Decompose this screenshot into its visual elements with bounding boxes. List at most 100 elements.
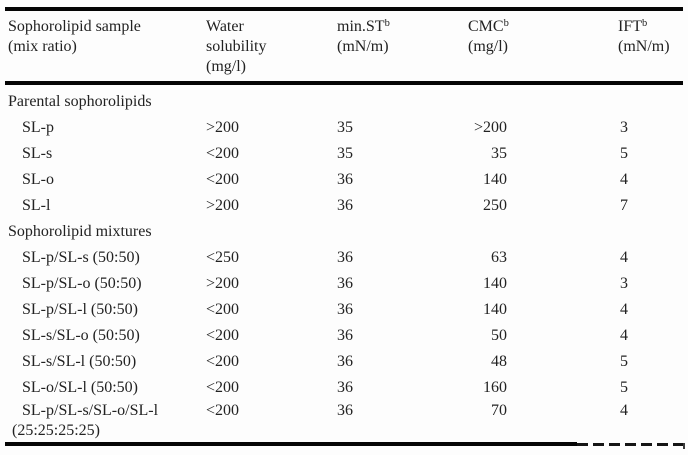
cmc-header-name: CMCb <box>468 17 509 37</box>
table-row: SL-o <200 36 140 4 <box>8 167 680 193</box>
column-header-sample: Sophorolipid sample (mix ratio) <box>8 17 206 77</box>
ift-cell: 5 <box>620 145 628 162</box>
cmc-cell: 160 <box>483 379 507 396</box>
water-solubility-cell: <200 <box>206 327 240 344</box>
cmc-footnote-marker: b <box>503 18 509 29</box>
top-rule <box>5 7 683 11</box>
water-header-line2: solubility <box>206 38 267 55</box>
min-st-cell: 36 <box>337 327 353 344</box>
section-header-mixtures: Sophorolipid mixtures <box>8 223 152 240</box>
water-solubility-cell: <200 <box>206 171 240 188</box>
sample-cell: SL-o/SL-l (50:50) <box>22 379 138 396</box>
water-solubility-cell: <200 <box>206 145 240 162</box>
water-header-line1: Water <box>206 18 244 35</box>
ift-cell: 5 <box>620 353 628 370</box>
ift-header-name: IFTb <box>618 17 680 37</box>
column-header-sample-line2: (mix ratio) <box>8 38 77 55</box>
water-solubility-cell: >200 <box>206 197 240 214</box>
column-header-water-solubility: Water solubility (mg/l) <box>206 17 337 77</box>
min-st-header-unit: (mN/m) <box>337 38 389 55</box>
ift-label: IFT <box>618 18 642 35</box>
table-row: SL-p/SL-l (50:50) <200 36 140 4 <box>8 297 680 323</box>
min-st-cell: 36 <box>337 171 353 188</box>
water-solubility-cell: <200 <box>206 379 240 396</box>
min-st-cell: 36 <box>337 379 353 396</box>
cmc-cell: 63 <box>491 249 507 266</box>
table-row: SL-l >200 36 250 7 <box>8 193 680 219</box>
bottom-rule <box>0 442 688 449</box>
section-header-parental: Parental sophorolipids <box>8 93 152 110</box>
cmc-cell: 140 <box>483 275 507 292</box>
table-row: SL-s/SL-o (50:50) <200 36 50 4 <box>8 323 680 349</box>
sample-cell: SL-s/SL-o (50:50) <box>22 327 140 344</box>
ift-header-unit: (mN/m) <box>618 38 670 55</box>
sample-cell: SL-o <box>22 171 54 188</box>
column-header-cmc: CMCb (mg/l) <box>455 17 509 77</box>
min-st-cell: 36 <box>337 353 353 370</box>
cmc-cell: 140 <box>483 171 507 188</box>
water-solubility-cell: <200 <box>206 402 240 419</box>
cmc-cell: 50 <box>491 327 507 344</box>
min-st-cell: 35 <box>337 119 353 136</box>
water-solubility-cell: <250 <box>206 249 240 266</box>
sample-cell: SL-s <box>22 145 53 162</box>
table-row: SL-p/SL-s/SL-o/SL-l (25:25:25:25) <200 3… <box>8 401 680 441</box>
min-st-cell: 36 <box>337 402 353 419</box>
cmc-cell: 70 <box>491 402 507 419</box>
sample-cell: SL-s/SL-l (50:50) <box>22 353 137 370</box>
ift-cell: 7 <box>620 197 628 214</box>
water-solubility-cell: <200 <box>206 353 240 370</box>
sample-cell: SL-p/SL-s/SL-o/SL-l (25:25:25:25) <box>8 401 206 441</box>
ift-footnote-marker: b <box>642 18 648 29</box>
sample-cell: SL-p <box>22 119 54 136</box>
min-st-cell: 36 <box>337 249 353 266</box>
cmc-cell: 48 <box>491 353 507 370</box>
sample-cell: SL-p/SL-l (50:50) <box>22 301 138 318</box>
table-row: SL-s/SL-l (50:50) <200 36 48 5 <box>8 349 680 375</box>
ift-cell: 3 <box>620 119 628 136</box>
cmc-label: CMC <box>468 18 504 35</box>
ift-cell: 4 <box>620 327 628 344</box>
table-header-row: Sophorolipid sample (mix ratio) Water so… <box>0 11 688 81</box>
column-header-sample-line1: Sophorolipid sample <box>8 18 141 35</box>
ift-cell: 4 <box>620 301 628 318</box>
ift-cell: 4 <box>620 171 628 188</box>
min-st-cell: 35 <box>337 145 353 162</box>
header-divider-rule <box>5 81 683 85</box>
water-solubility-cell: >200 <box>206 275 240 292</box>
table-row: SL-s <200 35 35 5 <box>8 141 680 167</box>
min-st-cell: 36 <box>337 197 353 214</box>
cmc-cell: 140 <box>483 301 507 318</box>
ift-cell: 3 <box>620 275 628 292</box>
bottom-rule-solid <box>5 442 577 446</box>
column-header-min-st: min.STb (mN/m) <box>337 17 455 77</box>
ift-cell: 4 <box>620 402 628 419</box>
sample-name-line2: (25:25:25:25) <box>12 422 100 439</box>
cmc-cell: >200 <box>473 119 507 136</box>
ift-cell: 4 <box>620 249 628 266</box>
table-row: SL-p >200 35 >200 3 <box>8 115 680 141</box>
scan-artifact-dashes <box>577 443 684 446</box>
table-row: SL-o/SL-l (50:50) <200 36 160 5 <box>8 375 680 401</box>
sample-cell: SL-p/SL-s (50:50) <box>22 249 140 266</box>
column-header-ift: IFTb (mN/m) <box>507 17 680 77</box>
table-row: SL-p/SL-o (50:50) >200 36 140 3 <box>8 271 680 297</box>
min-st-cell: 36 <box>337 275 353 292</box>
table-body: Parental sophorolipids SL-p >200 35 >200… <box>0 85 688 441</box>
scan-artifact-tick <box>683 443 685 449</box>
water-header-unit: (mg/l) <box>206 58 246 75</box>
min-st-footnote-marker: b <box>384 18 390 29</box>
cmc-cell: 35 <box>491 145 507 162</box>
water-solubility-cell: >200 <box>206 119 240 136</box>
min-st-cell: 36 <box>337 301 353 318</box>
min-st-label: min.ST <box>337 18 385 35</box>
table-row: SL-p/SL-s (50:50) <250 36 63 4 <box>8 245 680 271</box>
sample-name-line1: SL-p/SL-s/SL-o/SL-l <box>22 402 159 419</box>
sample-cell: SL-p/SL-o (50:50) <box>22 275 142 292</box>
water-solubility-cell: <200 <box>206 301 240 318</box>
min-st-header-name: min.STb <box>337 17 455 37</box>
cmc-cell: 250 <box>483 197 507 214</box>
cmc-header-unit: (mg/l) <box>468 38 508 55</box>
ift-cell: 5 <box>620 379 628 396</box>
